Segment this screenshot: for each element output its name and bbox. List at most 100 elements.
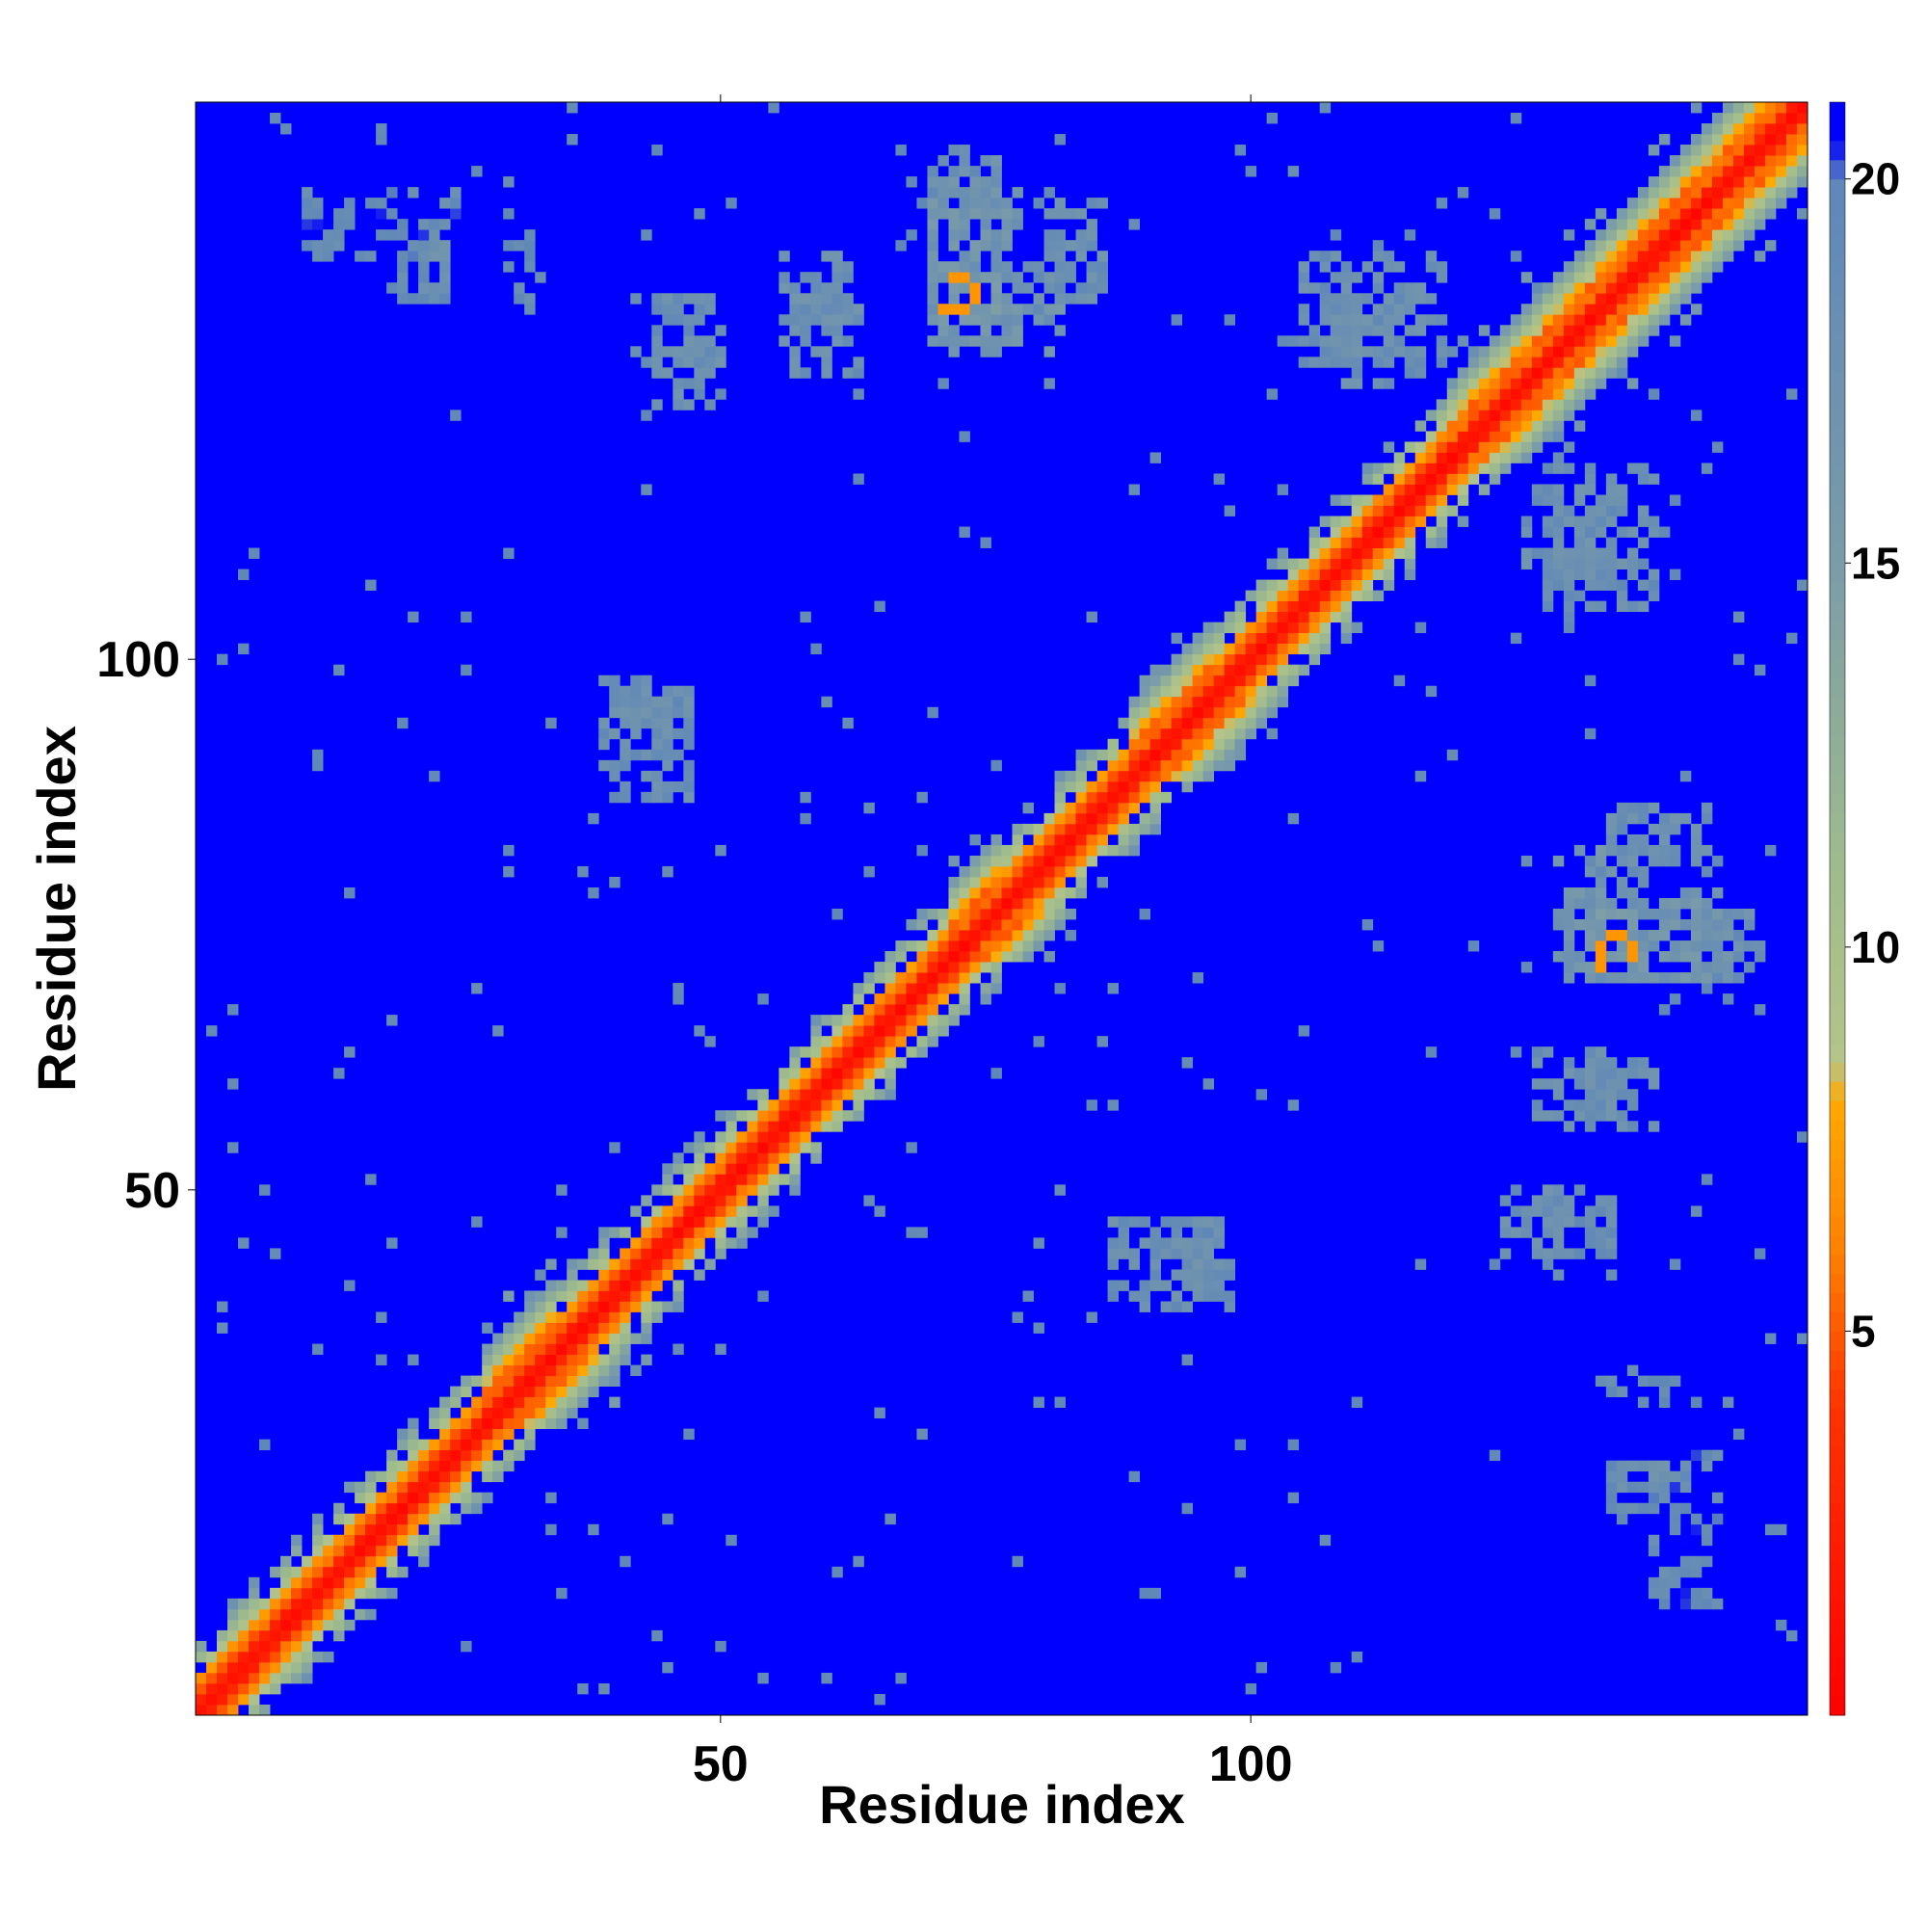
heatmap-cell xyxy=(969,314,981,326)
heatmap-cell xyxy=(1118,1248,1129,1259)
heatmap-cell xyxy=(1605,325,1618,336)
heatmap-cell xyxy=(789,293,801,304)
heatmap-cell xyxy=(556,1322,568,1334)
heatmap-cell xyxy=(1796,166,1808,177)
heatmap-cell xyxy=(1086,855,1097,867)
heatmap-cell xyxy=(524,1439,536,1451)
heatmap-cell xyxy=(1701,865,1713,878)
heatmap-cell xyxy=(948,325,960,336)
heatmap-cell xyxy=(789,357,801,368)
heatmap-cell xyxy=(694,293,705,304)
heatmap-cell xyxy=(1785,1629,1798,1642)
heatmap-cell xyxy=(1616,494,1628,506)
heatmap-cell xyxy=(884,983,896,994)
heatmap-cell xyxy=(1245,685,1257,698)
heatmap-cell xyxy=(1605,261,1618,273)
heatmap-cell xyxy=(227,1661,239,1674)
heatmap-cell xyxy=(874,1693,885,1706)
heatmap-cell xyxy=(1701,219,1713,230)
heatmap-cell xyxy=(863,1078,875,1090)
heatmap-cell xyxy=(1690,261,1703,273)
colorbar-tick-label: 10 xyxy=(1851,922,1900,972)
heatmap-cell xyxy=(969,304,981,315)
heatmap-cell xyxy=(1298,357,1310,368)
heatmap-cell xyxy=(1711,940,1724,952)
heatmap-cell xyxy=(1372,494,1385,506)
heatmap-cell xyxy=(842,1036,854,1047)
heatmap-cell xyxy=(1118,834,1129,846)
heatmap-cell xyxy=(1340,304,1353,315)
heatmap-cell xyxy=(1743,940,1755,952)
heatmap-cell xyxy=(588,887,599,899)
heatmap-cell xyxy=(1573,293,1586,304)
heatmap-cell xyxy=(1510,335,1522,347)
heatmap-cell xyxy=(1658,834,1671,846)
heatmap-cell xyxy=(1001,261,1013,273)
heatmap-cell xyxy=(1573,1248,1586,1259)
heatmap-cell xyxy=(482,1396,493,1409)
heatmap-cell xyxy=(1764,844,1777,857)
heatmap-cell xyxy=(1107,738,1119,751)
heatmap-cell xyxy=(937,314,949,326)
heatmap-cell xyxy=(1595,346,1607,357)
heatmap-cell xyxy=(1118,759,1129,772)
heatmap-cell xyxy=(1584,1099,1597,1111)
heatmap-cell xyxy=(1584,516,1597,527)
heatmap-cell xyxy=(715,325,726,336)
heatmap-cell xyxy=(1022,823,1034,835)
heatmap-cell xyxy=(1605,1502,1618,1515)
heatmap-cell xyxy=(291,1672,303,1684)
heatmap-cell xyxy=(1383,463,1395,474)
heatmap-cell xyxy=(895,1015,907,1026)
heatmap-cell xyxy=(726,1195,737,1206)
heatmap-cell xyxy=(450,198,462,209)
heatmap-cell xyxy=(1446,505,1459,516)
heatmap-cell xyxy=(1595,516,1607,527)
heatmap-cell xyxy=(333,1576,345,1589)
heatmap-cell xyxy=(1722,123,1734,135)
heatmap-cell xyxy=(1489,463,1501,474)
heatmap-cell xyxy=(1573,897,1586,910)
heatmap-cell xyxy=(895,1036,907,1047)
heatmap-cell xyxy=(969,187,981,198)
heatmap-cell xyxy=(1711,134,1724,146)
heatmap-cell xyxy=(1043,282,1055,294)
heatmap-cell xyxy=(429,1502,440,1515)
heatmap-cell xyxy=(1552,410,1565,421)
heatmap-cell xyxy=(1595,1237,1607,1249)
heatmap-cell xyxy=(630,1280,642,1291)
heatmap-cell xyxy=(609,1354,620,1365)
heatmap-cell xyxy=(1679,314,1692,326)
heatmap-cell xyxy=(1012,844,1023,857)
heatmap-cell xyxy=(683,1205,695,1217)
heatmap-cell xyxy=(1489,420,1501,432)
heatmap-cell xyxy=(609,706,620,719)
heatmap-cell xyxy=(662,696,673,708)
heatmap-cell xyxy=(1234,1566,1247,1578)
heatmap-cell xyxy=(959,208,970,220)
heatmap-cell xyxy=(609,791,620,804)
heatmap-cell xyxy=(1499,346,1512,357)
heatmap-cell xyxy=(641,1237,652,1249)
heatmap-cell xyxy=(1573,1110,1586,1122)
heatmap-cell xyxy=(355,1545,366,1557)
heatmap-cell xyxy=(810,1110,822,1122)
heatmap-cell xyxy=(1266,696,1279,708)
heatmap-cell xyxy=(1118,844,1129,857)
heatmap-cell xyxy=(1351,590,1363,602)
heatmap-cell xyxy=(863,972,875,984)
heatmap-cell xyxy=(641,1216,652,1228)
heatmap-cell xyxy=(641,717,652,729)
heatmap-cell xyxy=(948,145,960,156)
heatmap-cell xyxy=(1584,346,1597,357)
heatmap-cell xyxy=(1298,261,1310,273)
heatmap-cell xyxy=(1658,972,1671,984)
heatmap-cell xyxy=(1022,887,1034,899)
heatmap-cell xyxy=(1510,1205,1522,1217)
heatmap-cell xyxy=(1224,1258,1236,1270)
heatmap-cell xyxy=(747,1184,758,1196)
heatmap-cell xyxy=(1520,855,1533,867)
heatmap-cell xyxy=(238,1629,250,1642)
heatmap-cell xyxy=(1605,1057,1618,1069)
heatmap-cell xyxy=(1573,378,1586,389)
